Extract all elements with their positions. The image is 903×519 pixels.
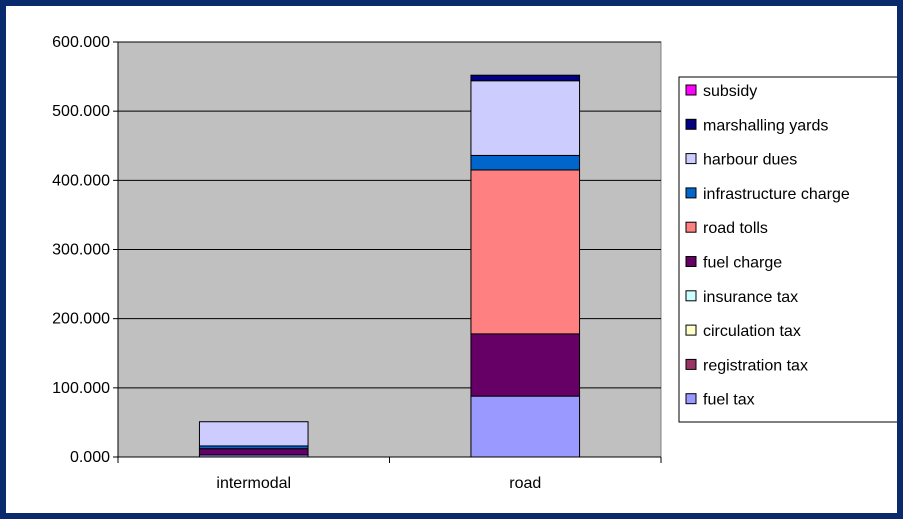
y-tick-label: 0.000 — [70, 449, 110, 466]
bar-segment — [470, 333, 581, 397]
legend-label: road tolls — [703, 220, 768, 237]
legend-label: insurance tax — [703, 289, 798, 306]
y-tick-label: 300.000 — [52, 242, 110, 259]
legend-label: fuel tax — [703, 392, 755, 409]
y-tick-label: 200.000 — [52, 311, 110, 328]
bar-segment — [470, 154, 581, 171]
y-tick-label: 400.000 — [52, 172, 110, 189]
legend-swatch — [685, 256, 697, 267]
legend-swatch — [685, 118, 697, 130]
bars — [198, 74, 581, 458]
stacked-bar-chart: 0.000 100.000 200.000 300.000 400.000 500.000… — [52, 34, 897, 492]
legend-swatch — [685, 393, 697, 405]
legend-swatch — [685, 153, 697, 165]
legend-label: fuel charge — [703, 255, 782, 272]
bar-segment — [198, 421, 309, 447]
bar-segment — [470, 395, 581, 458]
chart-frame: 0.000 100.000 200.000 300.000 400.000 500.000… — [6, 6, 897, 513]
x-tick-label: intermodal — [216, 475, 291, 492]
legend-label: infrastructure charge — [703, 186, 850, 203]
legend-label: registration tax — [703, 357, 808, 374]
y-tick-label: 600.000 — [52, 34, 110, 51]
legend-label: circulation tax — [703, 323, 801, 340]
legend-box — [678, 76, 897, 423]
bar-segment — [470, 169, 581, 335]
legend-swatch — [685, 290, 697, 302]
bar-segment — [470, 74, 581, 82]
y-tick-label: 500.000 — [52, 103, 110, 120]
x-tick-label: road — [509, 475, 541, 492]
legend-swatch — [685, 221, 697, 233]
legend-label: harbour dues — [703, 152, 797, 169]
legend-label: marshalling yards — [703, 117, 828, 134]
legend-label: subsidy — [703, 83, 757, 100]
legend: subsidy marshalling yards harbour dues infr… — [678, 76, 897, 423]
legend-swatch — [685, 84, 697, 96]
bar-segment — [470, 80, 581, 156]
legend-swatch — [685, 358, 697, 370]
x-axis: intermodal road — [117, 456, 662, 492]
y-tick-label: 100.000 — [52, 380, 110, 397]
legend-swatch — [685, 187, 697, 199]
legend-swatch — [685, 324, 697, 336]
y-axis: 0.000 100.000 200.000 300.000 400.000 500.000… — [52, 34, 119, 466]
bar-segment — [198, 448, 309, 456]
